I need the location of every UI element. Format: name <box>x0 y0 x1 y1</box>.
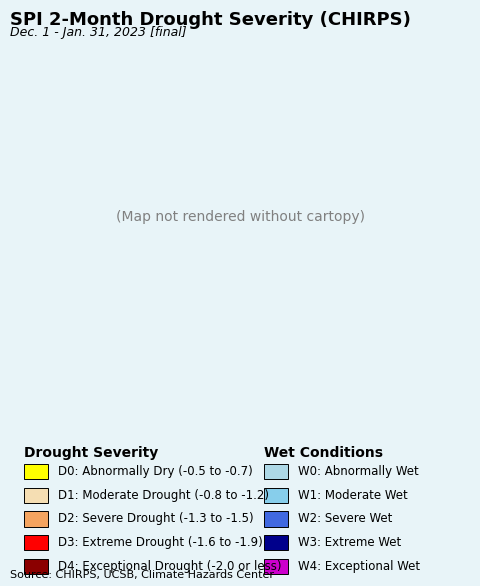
Text: W3: Extreme Wet: W3: Extreme Wet <box>298 536 401 549</box>
FancyBboxPatch shape <box>264 488 288 503</box>
Text: Dec. 1 - Jan. 31, 2023 [final]: Dec. 1 - Jan. 31, 2023 [final] <box>10 26 186 39</box>
Text: W4: Exceptional Wet: W4: Exceptional Wet <box>298 560 420 573</box>
FancyBboxPatch shape <box>24 464 48 479</box>
Text: D1: Moderate Drought (-0.8 to -1.2): D1: Moderate Drought (-0.8 to -1.2) <box>58 489 269 502</box>
FancyBboxPatch shape <box>24 512 48 527</box>
Text: (Map not rendered without cartopy): (Map not rendered without cartopy) <box>116 210 364 224</box>
Text: SPI 2-Month Drought Severity (CHIRPS): SPI 2-Month Drought Severity (CHIRPS) <box>10 11 410 29</box>
FancyBboxPatch shape <box>24 558 48 574</box>
FancyBboxPatch shape <box>264 512 288 527</box>
FancyBboxPatch shape <box>264 535 288 550</box>
Text: D3: Extreme Drought (-1.6 to -1.9): D3: Extreme Drought (-1.6 to -1.9) <box>58 536 263 549</box>
Text: W0: Abnormally Wet: W0: Abnormally Wet <box>298 465 419 478</box>
FancyBboxPatch shape <box>24 535 48 550</box>
Text: Wet Conditions: Wet Conditions <box>264 446 383 460</box>
FancyBboxPatch shape <box>264 558 288 574</box>
Text: D0: Abnormally Dry (-0.5 to -0.7): D0: Abnormally Dry (-0.5 to -0.7) <box>58 465 252 478</box>
Text: D4: Exceptional Drought (-2.0 or less): D4: Exceptional Drought (-2.0 or less) <box>58 560 281 573</box>
Text: Drought Severity: Drought Severity <box>24 446 158 460</box>
Text: Source: CHIRPS, UCSB, Climate Hazards Center: Source: CHIRPS, UCSB, Climate Hazards Ce… <box>10 570 274 580</box>
Text: D2: Severe Drought (-1.3 to -1.5): D2: Severe Drought (-1.3 to -1.5) <box>58 513 253 526</box>
FancyBboxPatch shape <box>264 464 288 479</box>
Text: W1: Moderate Wet: W1: Moderate Wet <box>298 489 408 502</box>
Text: W2: Severe Wet: W2: Severe Wet <box>298 513 392 526</box>
FancyBboxPatch shape <box>24 488 48 503</box>
